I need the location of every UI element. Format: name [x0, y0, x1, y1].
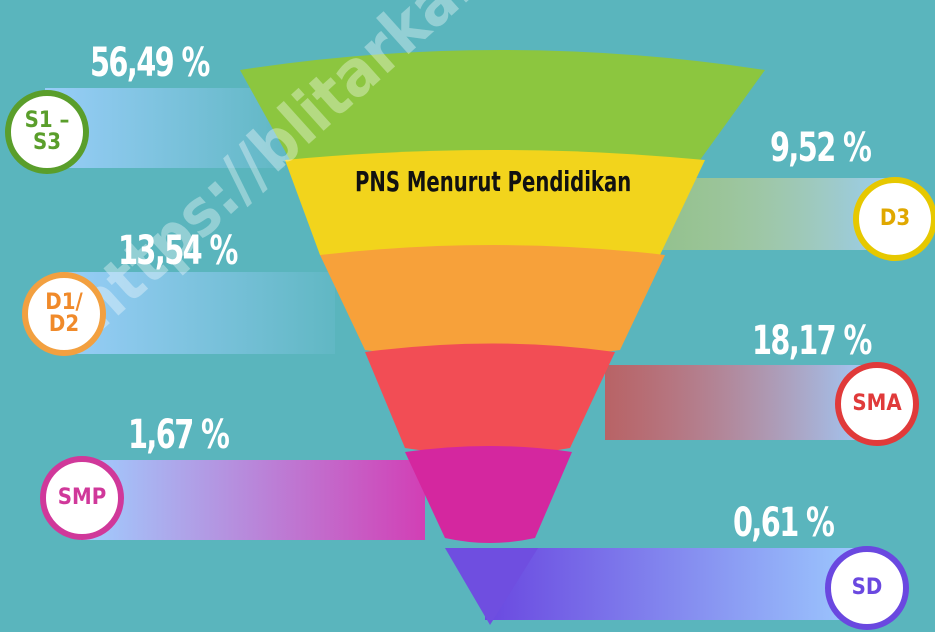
label: S1 – S3: [24, 108, 70, 155]
label-circle: SD: [825, 546, 909, 630]
band: [605, 365, 880, 440]
label: SMP: [57, 485, 107, 510]
label-circle: SMP: [40, 456, 124, 540]
layer: [445, 548, 538, 625]
label: SD: [851, 575, 883, 600]
label: D3: [879, 206, 911, 231]
label-circle: SMA: [835, 362, 919, 446]
value: 56,49 %: [90, 40, 210, 86]
layer: [320, 245, 665, 359]
layer: [285, 150, 705, 265]
value: 9,52 %: [770, 125, 872, 171]
band: [485, 548, 880, 620]
title: PNS Menurut Pendidikan: [355, 165, 632, 198]
value: 13,54 %: [118, 228, 238, 274]
label-circle: D1/ D2: [22, 272, 106, 356]
layer: [240, 50, 765, 173]
value: 1,67 %: [128, 412, 230, 458]
label-circle: S1 – S3: [5, 90, 89, 174]
layer: [365, 343, 615, 455]
label: D1/ D2: [45, 290, 83, 337]
value: 18,17 %: [752, 318, 872, 364]
layer: [405, 446, 572, 543]
value: 0,61 %: [733, 500, 835, 546]
band: [80, 460, 425, 540]
label-circle: D3: [853, 177, 935, 261]
label: SMA: [852, 391, 902, 416]
